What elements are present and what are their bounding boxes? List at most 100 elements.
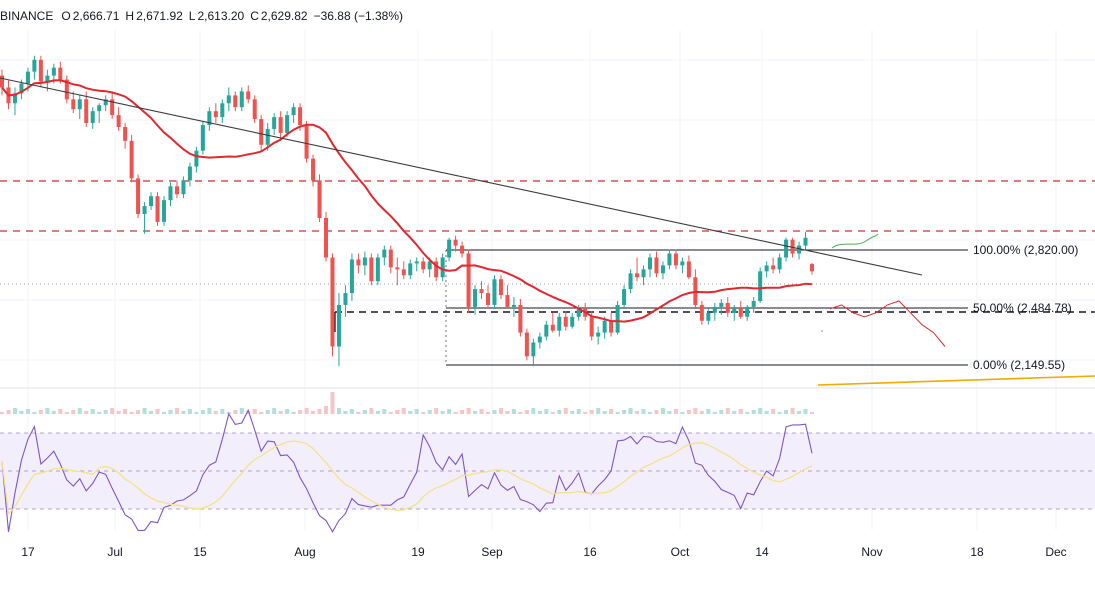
volume-bar-49 (317, 409, 322, 414)
candle-body-15 (97, 105, 102, 112)
candle-body-87 (563, 316, 568, 327)
candle-body-58 (375, 257, 380, 282)
volume-bar-44 (285, 409, 290, 414)
volume-bar-125 (809, 412, 815, 414)
candle-body-106 (686, 261, 691, 278)
candle-body-53 (343, 293, 348, 305)
volume-bar-121 (784, 410, 789, 414)
candle-body-121 (784, 239, 789, 258)
close-label: C (250, 9, 259, 23)
volume-bar-94 (609, 409, 614, 414)
volume-bar-109 (706, 409, 711, 414)
candle-body-11 (71, 99, 76, 110)
volume-bar-9 (58, 409, 63, 414)
volume-bar-67 (434, 408, 439, 414)
candle-body-4 (25, 71, 30, 84)
volume-bar-16 (103, 410, 108, 414)
volume-bar-50 (323, 406, 329, 414)
candle-body-63 (408, 263, 413, 276)
candle-body-46 (298, 107, 303, 126)
volume-bar-30 (194, 412, 199, 414)
volume-bar-0 (0, 412, 5, 414)
volume-bar-8 (51, 411, 56, 414)
x-tick-7: Oct (671, 545, 690, 559)
candle-body-96 (622, 289, 627, 305)
candle-body-64 (414, 261, 419, 264)
rsi-panel (0, 408, 1095, 533)
volume-bar-41 (265, 410, 270, 414)
volume-bar-6 (38, 410, 43, 414)
x-axis: 17 Jul 15 Aug 19 Sep 16 Oct 14 Nov 18 Dec (21, 545, 1066, 559)
candle-body-104 (673, 253, 678, 266)
volume-bar-66 (427, 410, 432, 414)
candle-body-20 (129, 140, 134, 179)
volume-bar-14 (90, 409, 95, 414)
volume-bar-73 (473, 411, 478, 414)
x-tick-2: 15 (193, 545, 207, 559)
candle-body-125 (809, 264, 815, 272)
x-tick-5: Sep (481, 545, 503, 559)
x-tick-3: Aug (294, 545, 315, 559)
candle-body-29 (187, 166, 192, 181)
candle-body-101 (654, 257, 659, 274)
candle-body-111 (719, 302, 724, 307)
candle-body-44 (285, 115, 290, 133)
projection-dot (821, 330, 823, 332)
candle-body-74 (479, 289, 484, 294)
volume-bar-48 (311, 411, 316, 414)
candle-body-38 (246, 91, 251, 100)
close-value: 2,629.82 (260, 9, 308, 23)
candle-body-114 (738, 308, 743, 317)
volume-bar-18 (116, 411, 121, 414)
volume-bar-20 (129, 412, 134, 414)
volume-bar-95 (615, 412, 620, 414)
candle-body-55 (356, 259, 361, 266)
volume-bar-21 (136, 410, 141, 414)
candle-body-122 (790, 239, 795, 254)
volume-bar-22 (142, 408, 147, 414)
candle-body-31 (200, 125, 205, 151)
trendline[interactable] (0, 77, 923, 276)
candle-body-65 (421, 261, 426, 270)
volume-bar-93 (602, 411, 607, 414)
candle-body-75 (485, 293, 491, 305)
volume-bar-55 (356, 412, 361, 414)
volume-bar-102 (660, 408, 665, 414)
candle-body-8 (51, 67, 56, 76)
volume-bar-40 (259, 412, 264, 414)
volume-bar-72 (466, 408, 471, 414)
candle-body-99 (641, 269, 646, 278)
volume-bar-46 (298, 410, 303, 414)
candle-body-61 (395, 267, 400, 270)
volume-bar-88 (570, 411, 575, 414)
volume-bar-7 (45, 408, 50, 414)
candle-body-34 (220, 103, 225, 118)
volume-bar-108 (699, 411, 704, 414)
candle-body-103 (667, 253, 672, 266)
candle-body-59 (382, 249, 387, 258)
x-tick-10: 18 (970, 545, 984, 559)
projection-green-path (831, 233, 879, 249)
volume-bar-38 (246, 411, 251, 414)
x-tick-0: 17 (21, 545, 35, 559)
volume-bar-29 (187, 409, 192, 414)
candle-body-60 (388, 249, 393, 268)
volume-bar-86 (557, 410, 562, 414)
volume-bar-89 (576, 409, 581, 414)
volume-bar-92 (596, 408, 601, 414)
volume-bar-90 (583, 412, 588, 414)
candle-body-48 (311, 158, 316, 181)
candle-body-12 (77, 99, 82, 110)
candle-body-68 (440, 257, 445, 278)
volume-bar-81 (524, 410, 529, 414)
candle-body-82 (531, 342, 536, 357)
volume-bar-47 (304, 408, 309, 414)
volume-bar-42 (272, 408, 277, 414)
candle-body-97 (628, 273, 633, 290)
candle-body-25 (161, 200, 167, 222)
volume-bar-105 (680, 412, 685, 414)
candle-body-7 (45, 75, 50, 82)
candle-body-24 (155, 196, 160, 222)
volume-bar-103 (667, 411, 672, 414)
